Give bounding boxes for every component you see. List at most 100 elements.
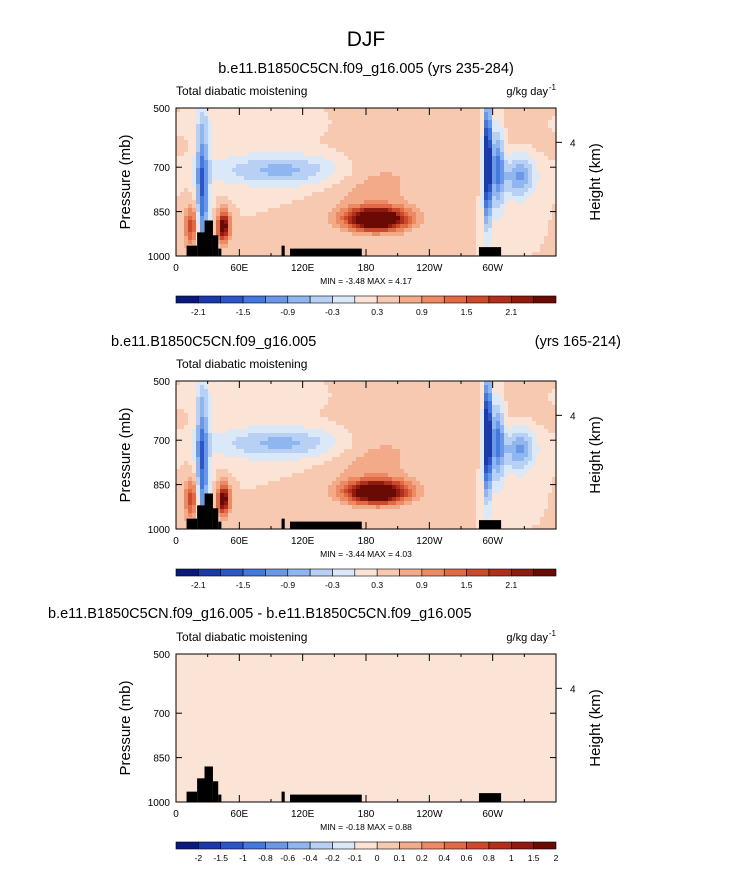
heatmap-cell xyxy=(320,244,325,249)
heatmap-cell xyxy=(304,120,309,125)
heatmap-cell xyxy=(464,112,469,117)
heatmap-cell xyxy=(368,140,373,145)
heatmap-cell xyxy=(532,108,537,113)
heatmap-cell xyxy=(448,120,453,125)
heatmap-cell xyxy=(364,128,369,133)
heatmap-cell xyxy=(396,417,401,422)
heatmap-cell xyxy=(516,212,521,217)
heatmap-cell xyxy=(356,140,361,145)
heatmap-cell xyxy=(396,437,401,442)
heatmap-cell xyxy=(244,397,249,402)
heatmap-cell xyxy=(324,140,329,145)
heatmap-cell xyxy=(316,228,321,233)
heatmap-cell xyxy=(328,413,333,418)
heatmap-cell xyxy=(348,429,353,434)
heatmap-cell xyxy=(424,116,429,121)
heatmap-cell xyxy=(532,200,537,205)
heatmap-cell xyxy=(412,389,417,394)
heatmap-cell xyxy=(480,381,485,386)
heatmap-cell xyxy=(336,433,341,438)
heatmap-cell xyxy=(348,184,353,189)
heatmap-cell xyxy=(428,180,433,185)
heatmap-cell xyxy=(236,425,241,430)
heatmap-cell xyxy=(348,212,353,217)
heatmap-cell xyxy=(220,413,225,418)
heatmap-cell xyxy=(368,381,373,386)
heatmap-cell xyxy=(232,405,237,410)
heatmap-cell xyxy=(316,132,321,137)
heatmap-cell xyxy=(360,148,365,153)
heatmap-cell xyxy=(440,433,445,438)
heatmap-cell xyxy=(492,148,497,153)
heatmap-cell xyxy=(372,136,377,141)
heatmap-cell xyxy=(460,164,465,169)
heatmap-cell xyxy=(336,236,341,241)
heatmap-cell xyxy=(540,385,545,390)
heatmap-cell xyxy=(224,176,229,181)
heatmap-cell xyxy=(548,160,553,165)
heatmap-cell xyxy=(380,397,385,402)
heatmap-cell xyxy=(332,200,337,205)
heatmap-cell xyxy=(508,433,513,438)
heatmap-cell xyxy=(544,397,549,402)
heatmap-cell xyxy=(384,437,389,442)
heatmap-cell xyxy=(212,116,217,121)
heatmap-cell xyxy=(444,184,449,189)
heatmap-cell xyxy=(504,196,509,201)
heatmap-cell xyxy=(216,228,221,233)
heatmap-cell xyxy=(508,417,513,422)
x-tick-label: 120E xyxy=(291,263,315,274)
heatmap-cell xyxy=(312,200,317,205)
heatmap-cell xyxy=(508,208,513,213)
heatmap-cell xyxy=(356,208,361,213)
heatmap-cell xyxy=(324,401,329,406)
heatmap-cell xyxy=(548,200,553,205)
heatmap-cell xyxy=(376,405,381,410)
heatmap-cell xyxy=(388,176,393,181)
heatmap-cell xyxy=(508,172,513,177)
heatmap-cell xyxy=(440,188,445,193)
heatmap-cell xyxy=(284,429,289,434)
heatmap-cell xyxy=(392,196,397,201)
heatmap-cell xyxy=(248,132,253,137)
heatmap-cell xyxy=(304,405,309,410)
heatmap-cell xyxy=(528,224,533,229)
heatmap-cell xyxy=(376,164,381,169)
heatmap-cell xyxy=(460,425,465,430)
heatmap-cell xyxy=(416,164,421,169)
heatmap-cell xyxy=(492,421,497,426)
heatmap-cell xyxy=(540,236,545,241)
heatmap-cell xyxy=(192,156,197,161)
heatmap-cell xyxy=(396,381,401,386)
heatmap-cell xyxy=(184,401,189,406)
heatmap-cell xyxy=(432,176,437,181)
heatmap-cell xyxy=(372,160,377,165)
heatmap-cell xyxy=(420,413,425,418)
heatmap-cell xyxy=(508,228,513,233)
heatmap-cell xyxy=(404,164,409,169)
heatmap-cell xyxy=(352,184,357,189)
heatmap-cell xyxy=(420,212,425,217)
heatmap-cell xyxy=(516,172,521,177)
heatmap-cell xyxy=(492,136,497,141)
heatmap-cell xyxy=(308,393,313,398)
heatmap-cell xyxy=(472,108,477,113)
heatmap-cell xyxy=(540,425,545,430)
heatmap-cell xyxy=(252,244,257,249)
heatmap-cell xyxy=(488,184,493,189)
heatmap-cell xyxy=(264,220,269,225)
heatmap-cell xyxy=(252,433,257,438)
heatmap-cell xyxy=(268,248,273,253)
heatmap-cell xyxy=(224,200,229,205)
heatmap-cell xyxy=(456,385,461,390)
heatmap-cell xyxy=(336,180,341,185)
heatmap-cell xyxy=(476,429,481,434)
heatmap-cell xyxy=(392,437,397,442)
heatmap-cell xyxy=(288,108,293,113)
heatmap-cell xyxy=(224,437,229,442)
heatmap-cell xyxy=(284,413,289,418)
heatmap-cell xyxy=(512,120,517,125)
heatmap-cell xyxy=(216,160,221,165)
heatmap-cell xyxy=(240,156,245,161)
heatmap-cell xyxy=(200,397,205,402)
